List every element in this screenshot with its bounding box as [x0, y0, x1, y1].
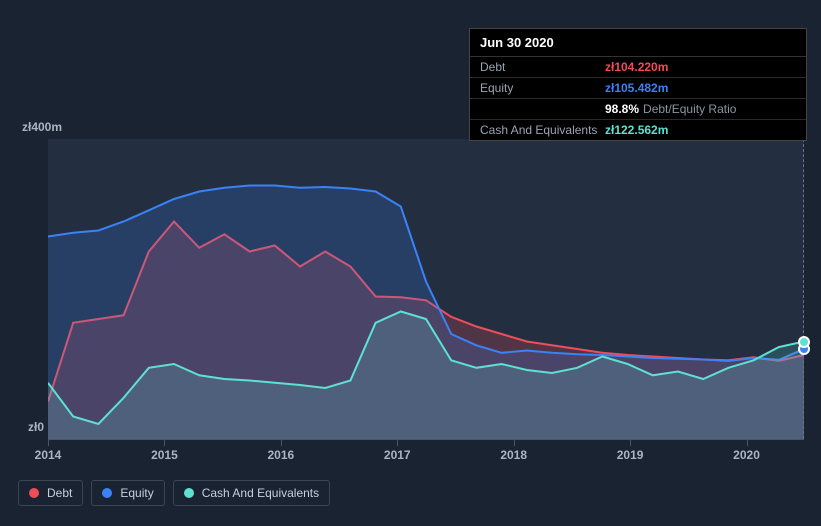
- legend-dot: [102, 488, 112, 498]
- legend-label: Equity: [120, 486, 153, 500]
- chart-plot-area[interactable]: [48, 139, 804, 439]
- hover-marker: [798, 336, 810, 348]
- x-tick-label: 2016: [267, 448, 294, 462]
- y-axis-min-label: zł0: [28, 420, 44, 434]
- tooltip-ratio: 98.8% Debt/Equity Ratio: [605, 102, 736, 116]
- tooltip-ratio-label: Debt/Equity Ratio: [643, 102, 736, 116]
- x-tick-label: 2018: [500, 448, 527, 462]
- x-tick: [164, 440, 165, 446]
- tooltip-ratio-value: 98.8%: [605, 102, 639, 116]
- x-tick-label: 2017: [384, 448, 411, 462]
- tooltip-row-label: [480, 102, 605, 116]
- x-tick: [281, 440, 282, 446]
- x-tick: [514, 440, 515, 446]
- hover-line: [803, 139, 804, 439]
- y-axis-max-label: zł400m: [22, 120, 62, 134]
- tooltip-row-value: zł122.562m: [605, 123, 668, 137]
- x-tick-label: 2014: [35, 448, 62, 462]
- legend-item-debt[interactable]: Debt: [18, 480, 83, 506]
- tooltip-row: Equityzł105.482m: [470, 78, 806, 99]
- tooltip-row-value: zł105.482m: [605, 81, 668, 95]
- tooltip-row-label: Debt: [480, 60, 605, 74]
- legend-item-equity[interactable]: Equity: [91, 480, 164, 506]
- x-tick-label: 2020: [733, 448, 760, 462]
- x-tick: [747, 440, 748, 446]
- tooltip-row: Cash And Equivalentszł122.562m: [470, 120, 806, 140]
- legend-dot: [184, 488, 194, 498]
- legend-dot: [29, 488, 39, 498]
- x-tick-label: 2015: [151, 448, 178, 462]
- legend: Debt Equity Cash And Equivalents: [18, 480, 330, 506]
- legend-item-cash-and-equivalents[interactable]: Cash And Equivalents: [173, 480, 330, 506]
- chart-svg: [48, 139, 804, 439]
- tooltip-row-value: zł104.220m: [605, 60, 668, 74]
- chart-tooltip: Jun 30 2020 Debtzł104.220mEquityzł105.48…: [469, 28, 807, 141]
- tooltip-row-label: Cash And Equivalents: [480, 123, 605, 137]
- x-tick: [48, 440, 49, 446]
- x-tick: [630, 440, 631, 446]
- legend-label: Cash And Equivalents: [202, 486, 319, 500]
- tooltip-row-label: Equity: [480, 81, 605, 95]
- x-tick: [397, 440, 398, 446]
- tooltip-row: 98.8% Debt/Equity Ratio: [470, 99, 806, 120]
- tooltip-row: Debtzł104.220m: [470, 57, 806, 78]
- x-axis: 2014201520162017201820192020: [48, 439, 804, 469]
- x-tick-label: 2019: [617, 448, 644, 462]
- legend-label: Debt: [47, 486, 72, 500]
- tooltip-date: Jun 30 2020: [470, 29, 806, 57]
